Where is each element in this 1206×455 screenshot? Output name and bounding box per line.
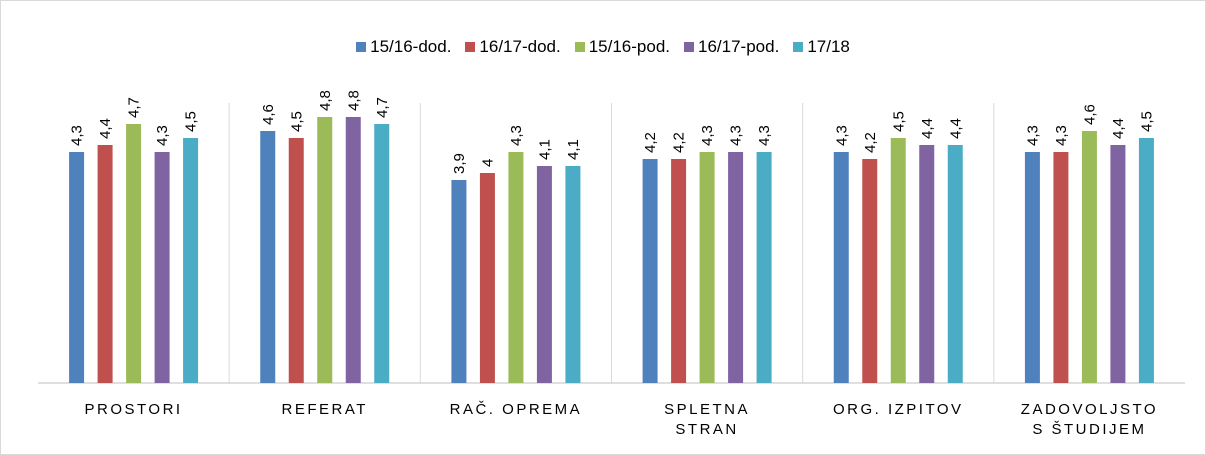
bar [183,138,199,383]
value-label: 4,1 [565,139,582,160]
value-label: 4,2 [862,132,879,153]
value-label: 4,2 [642,132,659,153]
legend-label: 15/16-pod. [588,37,671,56]
bar [919,145,935,383]
x-tick-label: PROSTORI [84,401,183,418]
value-label: 4,5 [183,111,200,132]
legend-item: 16/17-pod. [684,37,779,57]
bar [862,159,878,383]
bar [479,173,495,383]
value-label: 3,9 [451,153,468,174]
value-label: 4,6 [1081,104,1098,125]
bar [1053,152,1069,383]
bar [1024,152,1040,383]
legend-label: 17/18 [807,37,850,56]
bar [1081,131,1097,383]
value-label: 4,4 [1110,118,1127,139]
value-label: 4,4 [919,118,936,139]
legend-swatch [684,42,695,52]
value-label: 4,7 [126,97,143,118]
value-label: 4,3 [756,125,773,146]
value-label: 4,7 [374,97,391,118]
bar [69,152,85,383]
value-label: 4,3 [728,125,745,146]
bar [97,145,113,383]
value-label: 4,3 [508,125,525,146]
bar [260,131,276,383]
value-label: 4,3 [833,125,850,146]
bar [126,124,142,383]
bar [451,180,467,383]
value-label: 4,4 [97,118,114,139]
legend-swatch [356,42,367,52]
bar [642,159,658,383]
value-label: 4,3 [69,125,86,146]
value-label: 4,3 [699,125,716,146]
x-tick-label: RAČ. OPREMA [449,401,583,418]
bar [345,117,361,383]
value-label: 4,1 [536,139,553,160]
legend-item: 15/16-pod. [574,37,671,57]
legend-label: 16/17-dod. [479,37,561,56]
legend: 15/16-dod. 16/17-dod. 15/16-pod. 16/17-pod.… [1,37,1205,57]
x-tick-label: SPLETNA STRAN [664,401,750,438]
value-label: 4,2 [671,132,688,153]
legend-item: 16/17-dod. [465,37,561,57]
bar [154,152,170,383]
bar [536,166,552,383]
value-label: 4,6 [260,104,277,125]
value-label: 4,5 [890,111,907,132]
legend-label: 15/16-dod. [370,37,452,56]
value-label: 4,3 [1053,125,1070,146]
bar [833,152,849,383]
value-label: 4 [479,159,496,167]
bar [374,124,390,383]
bar [947,145,963,383]
bar [699,152,715,383]
x-tick-label: ZADOVOLJSTO S ŠTUDIJEM [1020,401,1159,438]
value-label: 4,4 [947,118,964,139]
legend-swatch [793,42,804,52]
bar [756,152,772,383]
legend-label: 16/17-pod. [698,37,780,56]
value-label: 4,8 [317,90,334,111]
legend-swatch [574,42,585,52]
legend-item: 17/18 [793,37,850,57]
bar [1110,145,1126,383]
value-label: 4,5 [1138,111,1155,132]
bar [728,152,744,383]
value-label: 4,8 [345,90,362,111]
legend-item: 15/16-dod. [356,37,451,57]
bar [1138,138,1154,383]
bar [671,159,687,383]
value-label: 4,5 [288,111,305,132]
bar [890,138,906,383]
bar [565,166,581,383]
x-tick-label: REFERAT [281,401,368,418]
bar [317,117,333,383]
bar [508,152,524,383]
value-label: 4,3 [1024,125,1041,146]
legend-swatch [465,42,476,52]
x-tick-label: ORG. IZPITOV [832,401,964,418]
value-label: 4,3 [154,125,171,146]
bar [288,138,304,383]
